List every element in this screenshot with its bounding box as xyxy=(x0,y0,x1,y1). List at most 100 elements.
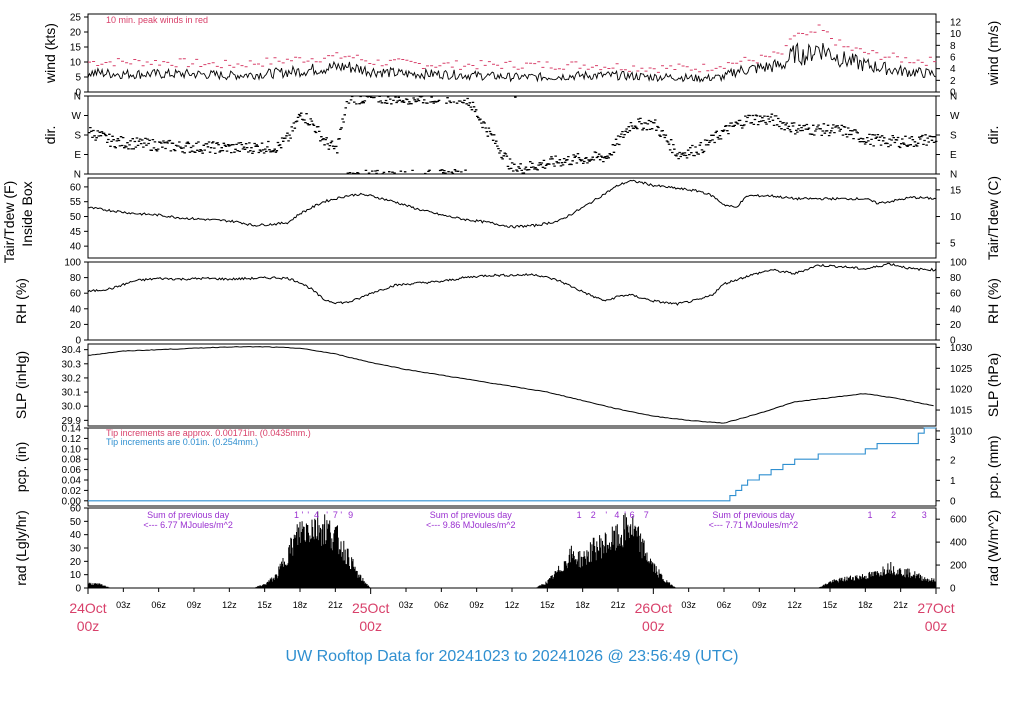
rad-top-mark: 6 xyxy=(630,510,635,520)
wind-left-tick-label: 10 xyxy=(70,58,82,69)
day-date-label: 24Oct xyxy=(69,600,106,616)
time-tick-label: 06z xyxy=(151,600,166,610)
pcp-right-tick-label: 3 xyxy=(950,435,956,446)
temp-right-tick-label: 15 xyxy=(950,185,962,196)
rad-right-tick-label: 600 xyxy=(950,515,967,526)
rad-day-note-sum: <--- 7.71 MJoules/m^2 xyxy=(709,520,799,530)
pcp-left-axis-label: pcp. (in) xyxy=(13,442,29,493)
time-tick-label: 12z xyxy=(222,600,237,610)
time-tick-label: 09z xyxy=(469,600,484,610)
dir-right-tick-label: S xyxy=(950,131,957,142)
rad-top-mark: 4 xyxy=(314,510,319,520)
rad-day-note-title: Sum of previous day xyxy=(712,510,795,520)
rh-right-tick-label: 40 xyxy=(950,304,962,315)
time-tick-label: 09z xyxy=(187,600,202,610)
wind-panel-frame xyxy=(87,13,937,93)
rad-left-tick-label: 30 xyxy=(70,544,82,555)
wind-left-tick-label: 20 xyxy=(70,28,82,39)
temp-left-tick-label: 45 xyxy=(70,227,82,238)
time-tick-label: 15z xyxy=(257,600,272,610)
page-title: UW Rooftop Data for 20241023 to 20241026… xyxy=(285,648,739,665)
day-date-label: 26Oct xyxy=(635,600,672,616)
day-date-label: 27Oct xyxy=(917,600,954,616)
pcp-series-line xyxy=(88,427,936,502)
rad-day-note-sum: <--- 6.77 MJoules/m^2 xyxy=(143,520,233,530)
rad-day-note-sum: <--- 9.86 MJoules/m^2 xyxy=(426,520,516,530)
rh-series-line xyxy=(87,262,937,306)
rad-top-mark: ' xyxy=(301,510,303,520)
rad-top-mark: ' xyxy=(624,510,626,520)
rh-left-tick-label: 40 xyxy=(70,304,82,315)
rad-top-mark: ' xyxy=(605,510,607,520)
time-tick-label: 15z xyxy=(540,600,555,610)
time-tick-label: 03z xyxy=(681,600,696,610)
slp-left-tick-label: 30.2 xyxy=(62,373,82,384)
rh-left-axis-label: RH (%) xyxy=(13,278,29,324)
rad-left-axis-label: rad (Lgly/hr) xyxy=(13,510,29,585)
temp-panel-frame xyxy=(87,177,937,259)
dir-right-tick-label: W xyxy=(950,111,960,122)
dir-left-axis-label: dir. xyxy=(42,126,58,145)
rad-top-mark: 1 xyxy=(294,510,299,520)
rad-series-bars xyxy=(87,511,936,588)
time-tick-label: 09z xyxy=(752,600,767,610)
dir-left-tick-label: E xyxy=(74,150,81,161)
wind-right-axis-label: wind (m/s) xyxy=(985,21,1001,87)
slp-left-tick-label: 30.1 xyxy=(62,388,82,399)
rad-left-tick-label: 50 xyxy=(70,517,82,528)
wind-left-tick-label: 0 xyxy=(75,88,81,99)
wind-left-tick-label: 25 xyxy=(70,13,82,24)
rad-top-mark: 3 xyxy=(922,510,927,520)
rh-right-axis-label: RH (%) xyxy=(985,278,1001,324)
rad-left-tick-label: 10 xyxy=(70,570,82,581)
dir-right-tick-label: E xyxy=(950,150,957,161)
pcp-left-tick-label: 0.12 xyxy=(62,434,82,445)
day-time-label: 00z xyxy=(77,618,100,634)
rad-top-mark: 2 xyxy=(891,510,896,520)
temp-left-tick-label: 50 xyxy=(70,212,82,223)
temp-right-tick-label: 5 xyxy=(950,239,956,250)
time-tick-label: 06z xyxy=(434,600,449,610)
temp-left-tick-label: 55 xyxy=(70,197,82,208)
rad-right-tick-label: 200 xyxy=(950,561,967,572)
pcp-left-tick-label: 0.06 xyxy=(62,465,82,476)
pcp-left-tick-label: 0.02 xyxy=(62,486,82,497)
rh-panel-frame xyxy=(87,261,937,341)
slp-left-axis-label: SLP (inHg) xyxy=(13,351,29,419)
dir-right-tick-label: N xyxy=(950,92,957,103)
slp-right-axis-label: SLP (hPa) xyxy=(985,353,1001,417)
day-date-label: 25Oct xyxy=(352,600,389,616)
slp-left-tick-label: 30.0 xyxy=(62,402,82,413)
wind-peak-note: 10 min. peak winds in red xyxy=(106,15,208,25)
rh-right-tick-label: 100 xyxy=(950,258,967,269)
rad-right-axis-label: rad (W/m^2) xyxy=(985,510,1001,587)
slp-panel-frame xyxy=(87,343,937,427)
pcp-right-axis-label: pcp. (mm) xyxy=(985,436,1001,499)
wind-left-tick-label: 15 xyxy=(70,43,82,54)
wind-right-tick-label: 0 xyxy=(950,88,956,99)
rad-top-mark: ' xyxy=(326,510,328,520)
rad-top-mark: 7 xyxy=(644,510,649,520)
wind-left-tick-label: 5 xyxy=(75,73,81,84)
rh-right-tick-label: 0 xyxy=(950,336,956,347)
time-tick-label: 15z xyxy=(823,600,838,610)
slp-left-tick-label: 30.4 xyxy=(62,345,82,356)
rad-left-tick-label: 20 xyxy=(70,557,82,568)
wind-series-line xyxy=(87,42,937,83)
rh-left-tick-label: 60 xyxy=(70,289,82,300)
pcp-left-tick-label: 0.00 xyxy=(62,496,82,507)
rad-day-note-title: Sum of previous day xyxy=(147,510,230,520)
time-tick-label: 18z xyxy=(858,600,873,610)
dir-left-tick-label: N xyxy=(74,170,81,181)
temp-right-axis-label: Tair/Tdew (C) xyxy=(985,176,1001,260)
rad-top-mark: 7 xyxy=(333,510,338,520)
temp-left-tick-label: 60 xyxy=(70,182,82,193)
time-tick-label: 03z xyxy=(116,600,131,610)
pcp-note-tip: Tip increments are 0.01in. (0.254mm.) xyxy=(106,437,258,447)
day-time-label: 00z xyxy=(642,618,665,634)
wind-right-tick-label: 12 xyxy=(950,18,962,29)
pcp-note-approx: Tip increments are approx. 0.00171in. (0… xyxy=(106,428,311,438)
rh-right-tick-label: 60 xyxy=(950,289,962,300)
